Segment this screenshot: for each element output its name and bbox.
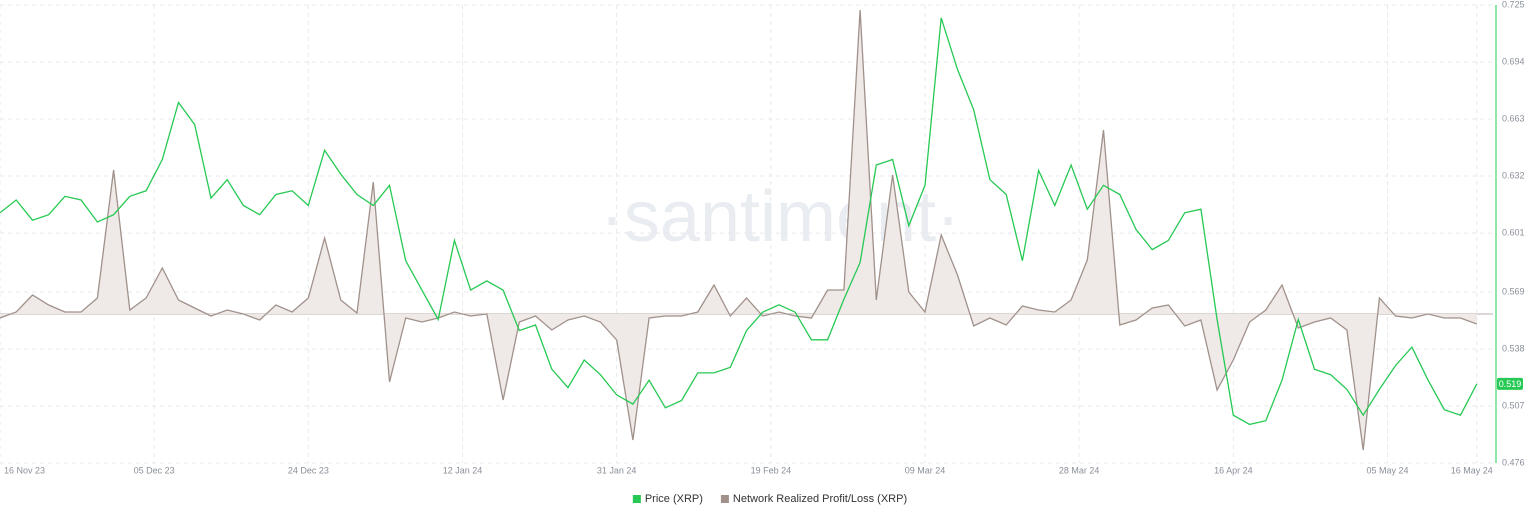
line — [0, 17, 1478, 426]
x-tick-label: 05 May 24 — [1367, 465, 1409, 475]
y-tick-label: 0.694 — [1502, 56, 1525, 66]
x-tick-label: 16 May 24 — [1451, 465, 1493, 475]
x-tick-label: 05 Dec 23 — [134, 465, 175, 475]
value-badge-label: 0.519 — [1499, 379, 1522, 389]
y-tick-label: 0.663 — [1502, 113, 1525, 123]
legend-label: Network Realized Profit/Loss (XRP) — [733, 493, 907, 505]
legend-label: Price (XRP) — [645, 493, 703, 505]
y-tick-label: 0.632 — [1502, 170, 1525, 180]
y-tick-label: 0.601 — [1502, 227, 1525, 237]
x-tick-label: 16 Apr 24 — [1214, 465, 1253, 475]
x-tick-label: 28 Mar 24 — [1059, 465, 1100, 475]
legend-swatch — [720, 495, 729, 503]
y-tick-label: 0.569 — [1502, 286, 1525, 296]
y-tick-label: 0.507 — [1502, 400, 1525, 410]
x-tick-label: 09 Mar 24 — [905, 465, 946, 475]
legend-swatch — [632, 495, 641, 503]
value-badge — [1497, 377, 1523, 390]
y-tick-label: 0.538 — [1502, 343, 1525, 353]
y-tick-label: 0.476 — [1502, 457, 1525, 467]
x-tick-label: 19 Feb 24 — [751, 465, 792, 475]
x-tick-label: 12 Jan 24 — [443, 465, 483, 475]
x-tick-label: 31 Jan 24 — [597, 465, 637, 475]
x-tick-label: 24 Dec 23 — [288, 465, 329, 475]
y-tick-label: 0.725 — [1502, 0, 1525, 9]
line — [0, 9, 1478, 451]
x-tick-label: 16 Nov 23 — [4, 465, 45, 475]
